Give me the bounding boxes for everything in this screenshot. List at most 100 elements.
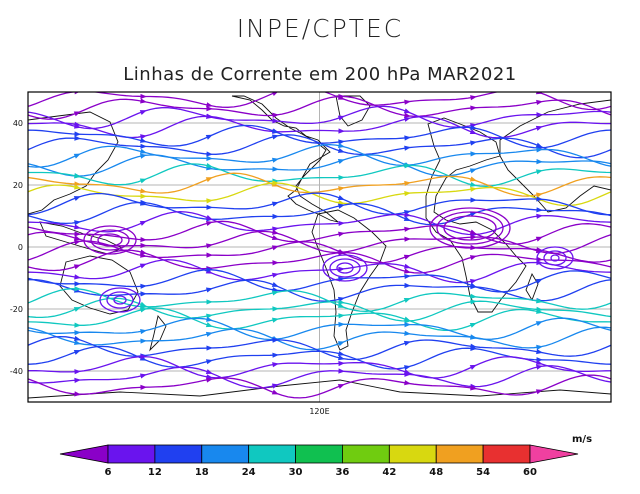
stream-arrow xyxy=(74,135,81,141)
stream-arrow xyxy=(205,331,213,337)
stream-arrow xyxy=(337,159,345,164)
colorbar-segment xyxy=(248,444,296,464)
stream-arrow xyxy=(404,226,411,232)
stream-arrow xyxy=(73,349,81,355)
streamline xyxy=(28,211,611,236)
stream-arrow xyxy=(404,145,411,151)
stream-arrow xyxy=(338,321,345,328)
south-america-outline xyxy=(311,209,387,351)
stream-arrow xyxy=(338,128,345,134)
stream-arrow xyxy=(74,274,81,280)
colorbar-label: 42 xyxy=(382,467,396,478)
stream-arrow xyxy=(404,273,411,280)
colorbar-label: 48 xyxy=(429,467,443,478)
colorbar-high-triangle xyxy=(529,444,579,464)
stream-arrow xyxy=(535,142,543,148)
stream-arrow xyxy=(470,151,477,157)
stream-arrow xyxy=(140,291,147,297)
stream-arrow xyxy=(206,102,213,108)
stream-arrow xyxy=(470,345,477,352)
stream-arrow xyxy=(74,131,81,137)
stream-arrow xyxy=(536,247,543,253)
stream-arrow xyxy=(272,166,279,172)
stream-arrow xyxy=(205,177,213,183)
streamline xyxy=(28,230,611,254)
circulation-loop xyxy=(543,250,567,266)
colorbar-segment xyxy=(388,444,437,464)
stream-arrow xyxy=(338,142,345,149)
stream-arrow xyxy=(470,105,477,111)
stream-arrow xyxy=(337,341,345,347)
stream-arrow xyxy=(272,352,279,358)
circulation-loop xyxy=(90,229,130,251)
colorbar-label: 12 xyxy=(148,467,162,478)
streamline xyxy=(28,134,611,159)
stream-arrow xyxy=(140,384,147,390)
stream-arrow xyxy=(272,306,279,312)
stream-arrow xyxy=(338,368,345,374)
stream-arrow xyxy=(139,263,147,269)
stream-arrow xyxy=(140,188,147,194)
stream-arrow xyxy=(140,98,147,104)
stream-arrow xyxy=(338,93,345,100)
stream-arrow xyxy=(337,384,345,389)
plot-area xyxy=(28,92,611,402)
lat-tick-label: 20 xyxy=(13,181,23,190)
stream-arrow xyxy=(272,213,279,220)
stream-arrow xyxy=(535,236,543,242)
colorbar-segment xyxy=(107,444,156,464)
stream-arrow xyxy=(272,157,279,163)
stream-arrow xyxy=(469,168,477,174)
stream-arrow xyxy=(74,121,81,127)
streamline xyxy=(28,192,611,216)
stream-arrow xyxy=(140,143,147,149)
stream-arrow xyxy=(403,216,411,221)
stream-arrow xyxy=(469,322,477,328)
circulation-loop xyxy=(113,295,127,305)
circulation-loop xyxy=(322,254,368,282)
stream-arrow xyxy=(535,278,543,284)
colorbar: 6 12 18 24 30 36 42 48 54 60 xyxy=(59,444,579,478)
lat-tick-label: 40 xyxy=(13,119,23,128)
stream-arrow xyxy=(73,235,81,241)
stream-arrow xyxy=(140,242,147,249)
stream-arrow xyxy=(338,299,345,305)
stream-arrow xyxy=(338,250,345,256)
stream-arrow xyxy=(470,293,477,299)
stream-arrow xyxy=(338,139,345,145)
stream-arrow xyxy=(74,330,81,336)
stream-arrow xyxy=(139,178,147,184)
stream-arrow xyxy=(536,99,543,106)
stream-arrow xyxy=(271,201,279,207)
stream-arrow xyxy=(140,354,147,360)
streamline xyxy=(28,335,611,361)
latitude-labels: 40 20 0 -20 -40 xyxy=(10,119,23,376)
stream-arrow xyxy=(139,137,147,143)
stream-arrow xyxy=(74,281,81,287)
stream-arrow xyxy=(73,111,81,117)
stream-arrow xyxy=(536,308,543,314)
streamline xyxy=(28,278,611,302)
stream-arrow xyxy=(74,231,81,237)
stream-arrow xyxy=(535,125,543,131)
stream-arrow xyxy=(74,391,81,397)
stream-arrow xyxy=(535,169,543,175)
streamline xyxy=(28,326,611,351)
colorbar-label: 54 xyxy=(476,467,490,478)
asia-outline xyxy=(499,99,611,213)
stream-arrow xyxy=(272,180,279,186)
plot-frame xyxy=(27,91,612,403)
stream-arrow xyxy=(338,174,345,181)
stream-arrow xyxy=(74,369,81,375)
stream-arrow xyxy=(206,345,213,351)
stream-arrow xyxy=(404,135,411,141)
stream-arrow xyxy=(470,234,477,240)
streamline xyxy=(28,201,611,226)
stream-arrow xyxy=(337,115,345,121)
stream-arrow xyxy=(205,322,213,328)
stream-arrow xyxy=(206,299,213,305)
stream-arrow xyxy=(140,93,147,100)
stream-arrow xyxy=(272,118,279,124)
stream-arrow xyxy=(205,287,213,293)
stream-arrow xyxy=(73,264,81,270)
